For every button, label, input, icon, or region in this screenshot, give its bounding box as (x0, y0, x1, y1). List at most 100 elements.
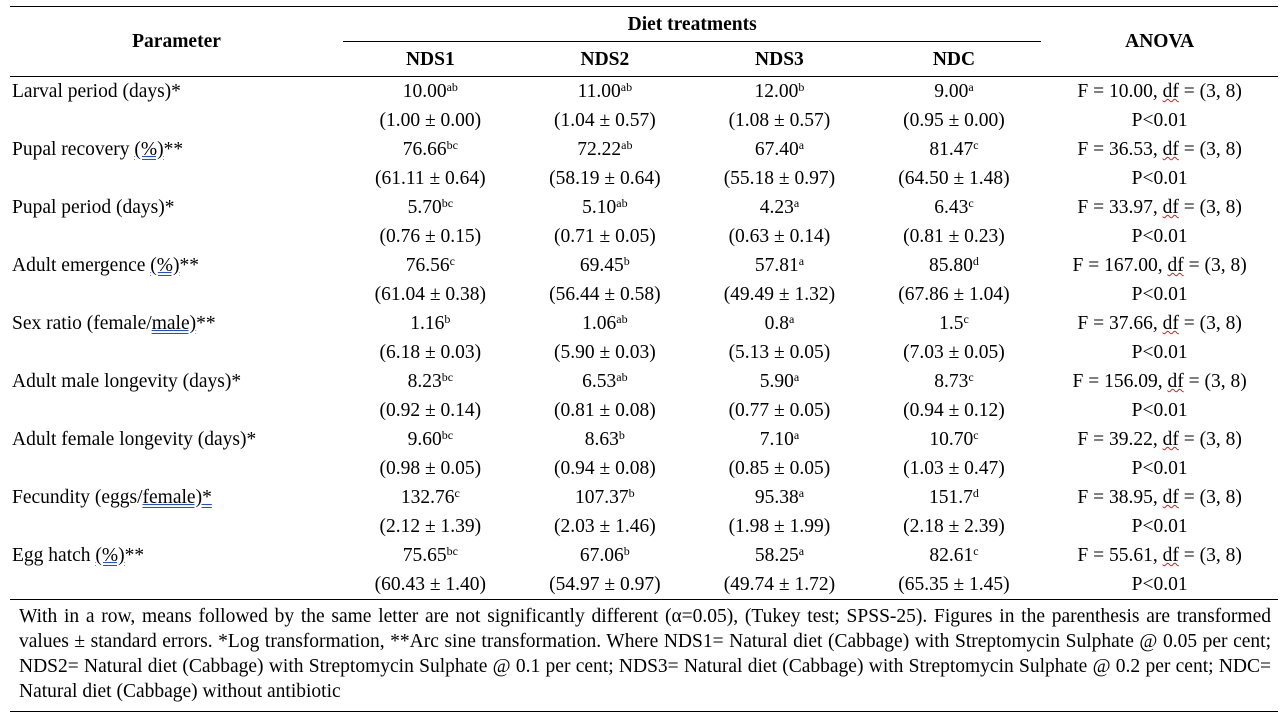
value-cell: 1.16b (6.18 ± 0.03) (343, 309, 518, 367)
anova-p-value: P<0.01 (1131, 110, 1188, 131)
anova-df-value: = (3, 8) (1178, 487, 1242, 508)
parameter-unit-underlined: male) (151, 313, 197, 334)
mean-line: 95.38a (692, 483, 867, 512)
anova-f-line: F = 10.00, df = (3, 8) (1041, 77, 1278, 106)
mean-value: 1.5 (939, 313, 964, 334)
significance-letter: bc (441, 428, 454, 442)
mean-value: 1.06 (582, 313, 617, 334)
value-cell: 69.45b (56.44 ± 0.58) (518, 251, 693, 309)
significance-letter: c (973, 544, 979, 558)
parameter-label: Pupal recovery (%)** (12, 135, 343, 164)
parameter-text: Egg hatch (12, 545, 96, 566)
significance-letter: a (968, 80, 974, 94)
mean-line: 8.63b (518, 425, 693, 454)
transformed-value: (49.49 ± 1.32) (723, 284, 836, 305)
table-row: Fecundity (eggs/female)* 132.76c (2.12 ± 1… (10, 483, 1278, 541)
transformed-value: (5.13 ± 0.05) (728, 342, 831, 363)
transformed-value: (2.12 ± 1.39) (379, 516, 482, 537)
significance-letter: ab (616, 196, 628, 210)
significance-letter: c (963, 312, 969, 326)
parameter-cell: Adult emergence (%)** (10, 251, 343, 309)
parameter-text: ** (179, 255, 200, 276)
mean-value: 7.10 (759, 429, 794, 450)
significance-letter: a (793, 428, 800, 442)
significance-letter: ab (621, 138, 633, 152)
anova-f-value: F = 38.95, (1077, 487, 1163, 508)
transformed-value: (2.03 ± 1.46) (554, 516, 656, 537)
anova-cell: F = 55.61, df = (3, 8) P<0.01 (1041, 541, 1278, 600)
mean-line: 6.53ab (518, 367, 693, 396)
parameter-cell: Larval period (days)* (10, 77, 343, 136)
parameter-label: Pupal period (days)* (12, 193, 343, 222)
mean-line: 10.70c (867, 425, 1042, 454)
mean-line: 67.06b (518, 541, 693, 570)
transformed-value: (1.08 ± 0.57) (728, 110, 831, 131)
anova-p-value: P<0.01 (1131, 284, 1188, 305)
significance-letter: a (798, 138, 805, 152)
value-cell: 10.00ab (1.00 ± 0.00) (343, 77, 518, 136)
significance-letter: b (628, 486, 635, 500)
anova-df-label: df (1162, 429, 1179, 450)
value-cell: 8.63b (0.94 ± 0.08) (518, 425, 693, 483)
treatment-header-nds2: NDS2 (580, 48, 630, 70)
transformed-value: (61.11 ± 0.64) (374, 168, 486, 189)
anova-f-value: F = 10.00, (1077, 81, 1163, 102)
transformed-value: (0.94 ± 0.12) (903, 400, 1005, 421)
treatment-header-ndc: NDC (932, 48, 976, 70)
parameter-text: Adult female longevity (days)* (12, 429, 257, 450)
anova-f-line: F = 36.53, df = (3, 8) (1041, 135, 1278, 164)
value-cell: 107.37b (2.03 ± 1.46) (518, 483, 693, 541)
parameter-cell: Pupal period (days)* (10, 193, 343, 251)
value-cell: 9.60bc (0.98 ± 0.05) (343, 425, 518, 483)
mean-line: 1.06ab (518, 309, 693, 338)
mean-value: 11.00 (577, 81, 621, 102)
parameter-text: Adult male longevity (days)* (12, 371, 242, 392)
parameter-text: Fecundity (eggs/ (12, 487, 143, 508)
mean-value: 82.61 (929, 545, 974, 566)
significance-letter: a (798, 544, 805, 558)
mean-line: 57.81a (692, 251, 867, 280)
mean-line: 75.65bc (343, 541, 518, 570)
significance-letter: bc (446, 544, 458, 558)
anova-df-value: = (3, 8) (1178, 139, 1242, 160)
anova-p-value: P<0.01 (1131, 516, 1188, 537)
transformed-value: (0.98 ± 0.05) (379, 458, 482, 479)
mean-line: 8.73c (867, 367, 1042, 396)
transformed-value: (7.03 ± 0.05) (903, 342, 1005, 363)
value-cell: 7.10a (0.85 ± 0.05) (692, 425, 867, 483)
value-cell: 67.40a (55.18 ± 0.97) (692, 135, 867, 193)
value-cell: 1.5c (7.03 ± 0.05) (867, 309, 1042, 367)
transformed-value: (0.77 ± 0.05) (728, 400, 831, 421)
mean-value: 76.66 (402, 139, 447, 160)
anova-df-label: df (1162, 197, 1179, 218)
table-row: Pupal period (days)* 5.70bc (0.76 ± 0.15) 5… (10, 193, 1278, 251)
mean-line: 67.40a (692, 135, 867, 164)
mean-value: 107.37 (575, 487, 629, 508)
significance-letter: a (798, 486, 805, 500)
mean-line: 132.76c (343, 483, 518, 512)
value-cell: 12.00b (1.08 ± 0.57) (692, 77, 867, 136)
value-cell: 67.06b (54.97 ± 0.97) (518, 541, 693, 600)
mean-line: 6.43c (867, 193, 1042, 222)
anova-f-value: F = 36.53, (1077, 139, 1163, 160)
anova-p-value: P<0.01 (1131, 342, 1188, 363)
mean-value: 12.00 (754, 81, 799, 102)
bottom-rule (10, 711, 1278, 712)
anova-df-label: df (1167, 255, 1184, 276)
value-cell: 1.06ab (5.90 ± 0.03) (518, 309, 693, 367)
value-cell: 9.00a (0.95 ± 0.00) (867, 77, 1042, 136)
mean-line: 5.70bc (343, 193, 518, 222)
transformed-value: (65.35 ± 1.45) (898, 574, 1010, 595)
mean-value: 69.45 (579, 255, 624, 276)
parameter-text: Pupal recovery (12, 139, 135, 160)
mean-value: 4.23 (759, 197, 794, 218)
parameter-cell: Fecundity (eggs/female)* (10, 483, 343, 541)
transformed-value: (0.76 ± 0.15) (379, 226, 482, 247)
table-footnote: With in a row, means followed by the sam… (19, 606, 1271, 702)
anova-cell: F = 39.22, df = (3, 8) P<0.01 (1041, 425, 1278, 483)
mean-value: 10.70 (929, 429, 974, 450)
parameter-cell: Egg hatch (%)** (10, 541, 343, 600)
value-cell: 132.76c (2.12 ± 1.39) (343, 483, 518, 541)
anova-cell: F = 10.00, df = (3, 8) P<0.01 (1041, 77, 1278, 136)
table-body: Larval period (days)* 10.00ab (1.00 ± 0.00… (10, 77, 1278, 600)
